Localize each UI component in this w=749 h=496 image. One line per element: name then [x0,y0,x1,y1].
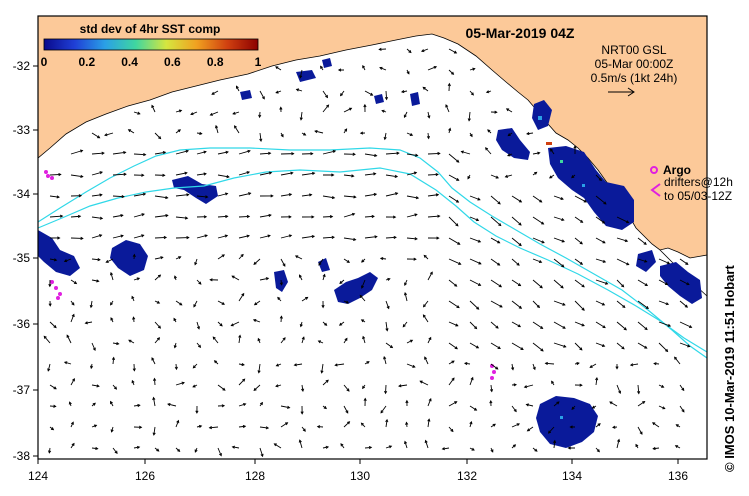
scale-arrow-icon [608,87,635,97]
latitude-tick-label: -32 [13,59,31,73]
argo-legend-line-2: to 05/03-12Z [664,189,732,203]
colorbar-tick-label: 1 [255,55,262,69]
colorbar-tick-label: 0.6 [164,55,181,69]
argo-drifters [44,170,496,380]
colorbar-tick-label: 0.2 [78,55,95,69]
argo-track-icon [650,183,661,197]
argo-label: Argo [663,163,691,177]
longitude-tick-label: 124 [28,469,48,483]
longitude-tick-label: 130 [350,469,370,483]
map-title: 05-Mar-2019 04Z [466,25,575,41]
latitude-tick-label: -37 [13,383,31,397]
current-legend-line-1: NRT00 GSL [601,43,666,57]
colorbar-tick-label: 0 [41,55,48,69]
colorbar-label: std dev of 4hr SST comp [80,22,221,36]
map-frame [37,15,708,460]
colorbar-tick-label: 0.8 [207,55,224,69]
current-legend-line-2: 05-Mar 00:00Z [595,57,674,71]
latitude-tick-label: -35 [13,251,31,265]
latitude-tick-label: -36 [13,317,31,331]
current-legend-line-3: 0.5m/s (1kt 24h) [591,71,678,85]
argo-legend-line-1: drifters@12h [664,175,733,189]
longitude-axis: 124 126 128 130 132 134 136 [28,459,688,483]
longitude-tick-label: 126 [135,469,155,483]
sst-patches [38,58,702,448]
current-legend: NRT00 GSL 05-Mar 00:00Z 0.5m/s (1kt 24h) [591,43,678,97]
argo-marker-icon [650,166,658,174]
argo-legend: Argo drifters@12h to 05/03-12Z [650,163,733,203]
current-vectors [43,47,693,458]
latitude-axis: -32 -33 -34 -35 -36 -37 -38 [13,59,38,463]
longitude-tick-label: 134 [562,469,582,483]
imos-credit: © IMOS 10-Mar-2019 11:51 Hobart [722,265,737,472]
colorbar-tick-label: 0.4 [121,55,138,69]
longitude-tick-label: 132 [457,469,477,483]
longitude-tick-label: 128 [245,469,265,483]
longitude-tick-label: 136 [668,469,688,483]
latitude-tick-label: -38 [13,449,31,463]
latitude-tick-label: -33 [13,123,31,137]
colorbar: std dev of 4hr SST comp 0 0.2 0.4 0.6 0.8 1 [41,22,262,69]
sst-warm-speckles [538,116,585,419]
land-area [37,15,708,259]
colorbar-scale [43,38,259,51]
latitude-tick-label: -34 [13,187,31,201]
